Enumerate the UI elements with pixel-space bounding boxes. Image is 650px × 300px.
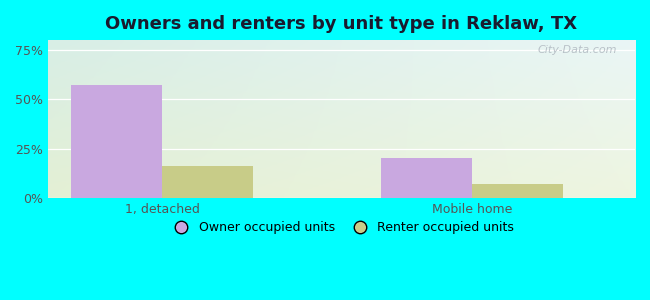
Bar bbox=[71, 85, 162, 198]
Title: Owners and renters by unit type in Reklaw, TX: Owners and renters by unit type in Rekla… bbox=[105, 15, 577, 33]
Text: City-Data.com: City-Data.com bbox=[538, 45, 617, 55]
Bar bbox=[162, 167, 254, 198]
Bar bbox=[472, 184, 564, 198]
Bar bbox=[380, 158, 472, 198]
Legend: Owner occupied units, Renter occupied units: Owner occupied units, Renter occupied un… bbox=[164, 216, 519, 239]
